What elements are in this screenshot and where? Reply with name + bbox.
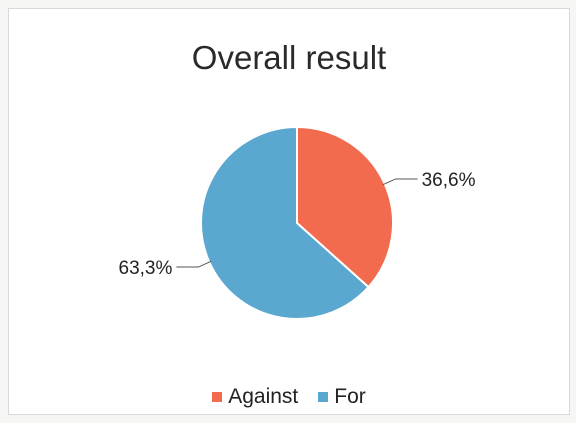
legend-swatch-for bbox=[318, 392, 329, 402]
data-label-for: 63,3% bbox=[119, 258, 173, 279]
legend-label-for: For bbox=[334, 385, 366, 408]
leader-line-for bbox=[176, 260, 212, 268]
legend-item-for: For bbox=[318, 385, 366, 409]
chart-area: Overall result 36,6% 63,3% Against For bbox=[8, 8, 570, 415]
legend-label-against: Against bbox=[228, 385, 299, 408]
chart-title: Overall result bbox=[191, 39, 387, 76]
pie-chart: 36,6% 63,3% bbox=[119, 125, 476, 320]
legend-item-against: Against bbox=[212, 385, 298, 409]
legend-swatch-against bbox=[212, 392, 223, 402]
leader-line-against bbox=[382, 178, 418, 186]
legend: Against For bbox=[9, 385, 569, 409]
data-label-against: 36,6% bbox=[422, 170, 476, 191]
